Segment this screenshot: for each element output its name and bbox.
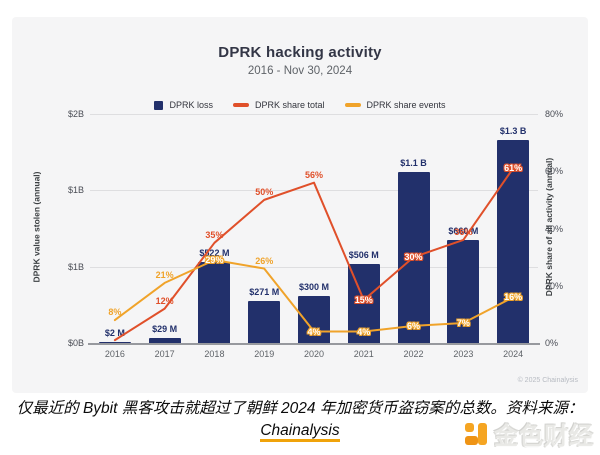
bar-2019 — [248, 300, 281, 343]
right-axis-tick-label: 60% — [545, 166, 564, 177]
legend-label: DPRK share events — [366, 100, 446, 110]
legend-label: DPRK share total — [254, 100, 325, 110]
point-label: 12% — [155, 295, 174, 306]
x-axis-label: 2022 — [403, 349, 424, 359]
left-axis-tick-label: $1B — [67, 185, 84, 196]
point-label: 21% — [155, 269, 174, 280]
bar-value-label: $300 M — [298, 282, 330, 293]
point-label: 29% — [205, 254, 224, 265]
bar-2016 — [98, 342, 131, 343]
point-label: 35% — [205, 229, 224, 240]
x-axis-label: 2020 — [303, 349, 325, 359]
bar-value-label: $2 M — [104, 328, 125, 338]
legend-label: DPRK loss — [169, 100, 213, 110]
bar-2023 — [447, 240, 480, 343]
bar-value-label: $29 M — [152, 324, 178, 335]
copyright-text: © 2025 Chainalysis — [517, 377, 578, 384]
point-label: 4% — [357, 326, 371, 337]
plot-area: $2 M $29 M $522 M $271 M $300 M $506 M $1.1 B $… — [88, 114, 540, 345]
bar-2017 — [148, 338, 181, 343]
point-label: 56% — [304, 169, 324, 180]
line-swatch-icon — [232, 103, 249, 107]
x-axis-label: 2021 — [353, 349, 374, 359]
point-label: 6% — [407, 320, 421, 331]
left-axis-tick-label: $2B — [67, 109, 84, 119]
left-axis-tick-label: $0B — [67, 338, 84, 348]
left-axis-title: DPRK value stolen (annual) — [31, 171, 42, 283]
point-label: 50% — [255, 186, 274, 197]
bar-2024 — [497, 140, 530, 343]
right-axis-tick-label: 20% — [545, 280, 564, 291]
bar-value-label: $522 M — [199, 247, 230, 258]
point-label: 26% — [255, 255, 274, 266]
caption: 仅最近的 Bybit 黑客攻击就超过了朝鲜 2024 年加密货币盗窃案的总数。资… — [0, 398, 600, 443]
gridline — [90, 266, 538, 268]
line-swatch-icon — [344, 103, 361, 107]
bar-value-label: $271 M — [249, 286, 280, 297]
jinse-watermark: 金色财经 — [465, 416, 594, 451]
point-label: 61% — [504, 163, 523, 174]
right-axis-tick-label: 0% — [545, 338, 559, 348]
bar-value-label: $1.3 B — [499, 126, 527, 137]
chart-subtitle: 2016 - Nov 30, 2024 — [247, 65, 353, 77]
legend-item-dprk-share-total: DPRK share total — [232, 100, 325, 110]
point-label: 16% — [504, 292, 523, 303]
jinse-watermark-text: 金色财经 — [494, 423, 594, 450]
chart-title: DPRK hacking activity — [218, 44, 382, 61]
line-dprk-share-total — [113, 167, 515, 342]
right-axis-tick-label: 40% — [545, 223, 564, 234]
bar-value-label: $1.1 B — [400, 157, 427, 168]
gridline — [90, 114, 538, 115]
x-axis-label: 2023 — [453, 349, 474, 359]
line-series-layer — [113, 167, 515, 342]
line-dprk-share-events — [113, 258, 515, 333]
bar-2018 — [198, 261, 231, 343]
point-label: 30% — [404, 252, 423, 263]
bar-value-label: $660 M — [448, 226, 479, 237]
x-axis-label: 2016 — [104, 349, 125, 359]
legend: DPRK loss DPRK share total DPRK share ev… — [12, 100, 588, 110]
point-label: 8% — [108, 307, 122, 318]
point-label: 36% — [454, 226, 473, 237]
x-axis-label: 2024 — [503, 349, 524, 359]
jinse-logo-icon — [465, 422, 487, 445]
point-label: 15% — [354, 295, 373, 306]
x-axis-label: 2018 — [204, 349, 225, 359]
gridline — [90, 190, 538, 192]
point-label: 7% — [456, 317, 470, 328]
legend-item-dprk-loss: DPRK loss — [154, 100, 213, 110]
point-label: 4% — [307, 326, 321, 337]
left-axis-tick-label: $1B — [67, 261, 84, 272]
right-axis-tick-label: 80% — [545, 109, 564, 119]
caption-text: 仅最近的 Bybit 黑客攻击就超过了朝鲜 2024 年加密货币盗窃案的总数。资… — [16, 400, 584, 417]
chainalysis-link[interactable]: Chainalysis — [260, 422, 340, 443]
bar-swatch-icon — [154, 100, 164, 110]
x-axis-label: 2017 — [154, 349, 175, 359]
bar-value-label: $506 M — [348, 250, 379, 261]
x-axis-line — [88, 343, 540, 345]
x-axis-label: 2019 — [254, 349, 275, 359]
legend-item-dprk-share-events: DPRK share events — [344, 100, 446, 110]
